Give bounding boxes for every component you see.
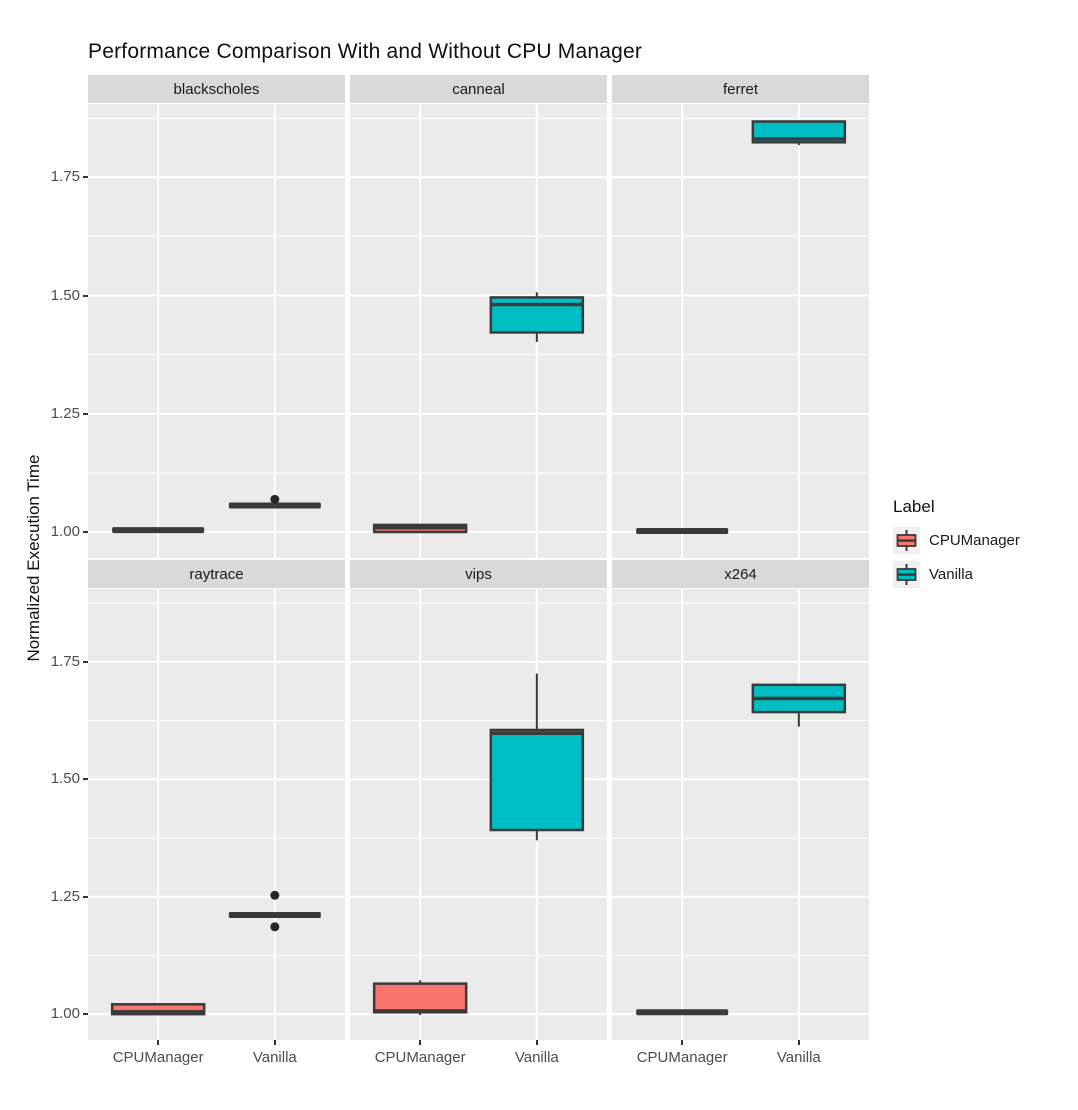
median-line [490,302,583,307]
legend-key-boxplot-icon [893,561,920,588]
legend: Label CPUManager Vanilla [893,497,1020,595]
boxplot-flat-CPUManager [636,528,729,535]
facet-panel-raytrace [88,589,345,1040]
facet-panel-vips [350,589,607,1040]
boxplot-box-CPUManager [372,982,468,1014]
x-tick-label: CPUManager [636,1049,728,1066]
median-line [112,1010,205,1014]
y-tick-mark [83,660,88,663]
median-line [490,731,583,735]
x-tick-mark [681,1040,684,1045]
y-tick-mark [83,294,88,297]
facet-plot-canneal [350,104,607,558]
y-tick-mark [83,895,88,898]
x-tick-mark [535,1040,538,1045]
legend-entry-label: Vanilla [929,566,973,583]
y-tick-label: 1.00 [50,522,80,540]
legend-entry-Vanilla: Vanilla [893,561,1020,588]
facet-panel-canneal [350,104,607,558]
facet-strip-x264: x264 [612,560,869,588]
facet-strip-canneal: canneal [350,75,607,103]
median-line [752,137,845,141]
boxplot-box-Vanilla [751,120,847,144]
y-tick-mark [83,176,88,179]
facet-panel-ferret [612,104,869,558]
median-line [752,696,845,701]
legend-entries: CPUManager Vanilla [893,527,1020,588]
boxplot-box-CPUManager [110,1003,206,1016]
y-tick-mark [83,530,88,533]
y-tick-label: 1.50 [50,770,80,788]
boxplot-flat-CPUManager [112,527,205,534]
y-tick-label: 1.75 [50,652,80,670]
y-tick-label: 1.50 [50,286,80,304]
y-tick-label: 1.25 [50,887,80,905]
legend-key-boxplot-icon [893,527,920,554]
legend-entry-CPUManager: CPUManager [893,527,1020,554]
facet-plot-raytrace [88,589,345,1040]
y-tick-mark [83,1013,88,1016]
facet-plot-blackscholes [88,104,345,558]
x-tick-label: Vanilla [514,1049,559,1066]
outlier-point [270,922,280,932]
boxplot-box-Vanilla [489,296,585,334]
x-tick-mark [273,1040,276,1045]
facet-panel-x264 [612,589,869,1040]
x-tick-label: Vanilla [776,1049,821,1066]
outlier-point [270,494,280,504]
median-line [374,525,467,530]
facet-plot-x264 [612,589,869,1040]
x-tick-label: Vanilla [252,1049,297,1066]
y-tick-label: 1.75 [50,168,80,186]
legend-entry-label: CPUManager [929,532,1020,549]
median-line [374,1009,467,1013]
boxplot-glyph-icon [896,564,917,585]
boxplot-flat-CPUManager [636,1009,729,1016]
y-tick-label: 1.25 [50,404,80,422]
facet-plot-vips [350,589,607,1040]
x-tick-mark [797,1040,800,1045]
facet-strip-vips: vips [350,560,607,588]
y-tick-mark [83,778,88,781]
y-axis-title: Normalized Execution Time [24,454,43,662]
boxplot-flat-Vanilla [228,912,321,919]
x-tick-label: CPUManager [374,1049,466,1066]
facet-panel-blackscholes [88,104,345,558]
facet-strip-blackscholes: blackscholes [88,75,345,103]
x-tick-label: CPUManager [112,1049,204,1066]
outlier-point [270,890,280,900]
chart-title: Performance Comparison With and Without … [88,40,643,63]
facet-strip-ferret: ferret [612,75,869,103]
boxplot-glyph-icon [896,530,917,551]
x-tick-mark [157,1040,160,1045]
legend-title: Label [893,497,935,516]
x-tick-mark [419,1040,422,1045]
boxplot-box-Vanilla [489,728,585,832]
facet-strip-raytrace: raytrace [88,560,345,588]
boxplot-flat-Vanilla [228,502,321,509]
y-tick-label: 1.00 [50,1005,80,1023]
y-tick-mark [83,412,88,415]
facet-plot-ferret [612,104,869,558]
